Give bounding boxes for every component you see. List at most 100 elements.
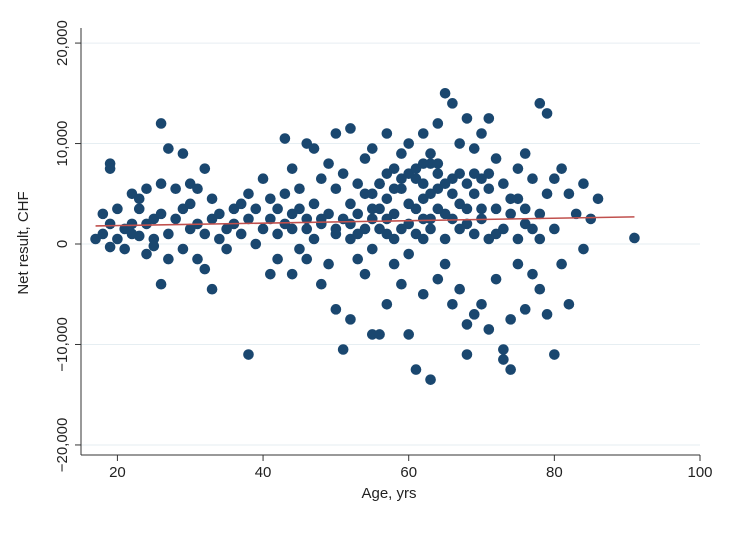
y-tick-label-0: −20,000: [54, 418, 71, 473]
data-point-160: [483, 113, 495, 124]
data-point-169: [505, 364, 516, 375]
data-point-65: [272, 228, 283, 240]
data-point-198: [629, 232, 640, 244]
data-point-195: [578, 243, 589, 255]
data-point-183: [541, 108, 553, 119]
data-point-138: [432, 118, 444, 129]
data-point-30: [170, 183, 181, 195]
data-point-127: [403, 248, 415, 260]
data-point-154: [468, 143, 480, 154]
data-point-28: [163, 253, 174, 265]
data-point-119: [388, 258, 400, 270]
data-point-230: [425, 188, 436, 200]
data-point-167: [498, 354, 509, 365]
data-point-224: [505, 193, 516, 205]
data-point-187: [549, 173, 560, 185]
data-point-67: [272, 203, 283, 215]
data-point-41: [199, 163, 211, 174]
x-axis-title: Age, yrs: [361, 485, 416, 502]
data-point-168: [498, 178, 509, 190]
data-point-114: [381, 128, 393, 139]
data-point-39: [192, 253, 203, 265]
data-point-248: [432, 158, 444, 169]
data-point-23: [155, 118, 167, 129]
data-point-58: [250, 238, 262, 250]
data-point-132: [417, 288, 429, 300]
data-point-144: [447, 98, 458, 109]
data-point-227: [527, 223, 538, 235]
data-point-22: [148, 240, 160, 252]
data-point-3: [104, 218, 116, 230]
data-point-122: [396, 278, 407, 290]
data-point-123: [396, 183, 407, 195]
data-point-207: [381, 213, 393, 225]
data-point-162: [483, 183, 495, 195]
data-point-71: [286, 268, 298, 280]
data-point-108: [366, 143, 378, 154]
data-point-222: [490, 203, 502, 215]
data-point-86: [323, 158, 334, 169]
data-point-90: [330, 304, 342, 315]
data-point-75: [294, 243, 305, 255]
data-point-125: [403, 138, 415, 149]
data-point-247: [425, 148, 436, 159]
data-point-105: [359, 188, 371, 200]
data-point-55: [243, 349, 254, 360]
x-tick-label-4: 100: [687, 464, 712, 481]
data-point-204: [352, 228, 364, 240]
x-tick-label-2: 60: [400, 464, 417, 481]
data-point-214: [432, 203, 444, 215]
data-point-40: [192, 183, 203, 195]
data-point-215: [439, 233, 451, 245]
data-point-174: [512, 193, 524, 205]
data-point-212: [417, 213, 429, 225]
data-point-246: [417, 158, 429, 169]
data-point-83: [316, 278, 327, 290]
data-point-72: [286, 163, 298, 174]
data-point-110: [366, 243, 378, 255]
data-point-208: [388, 233, 400, 245]
data-point-60: [257, 223, 269, 235]
data-point-14: [133, 230, 145, 242]
data-point-63: [265, 213, 276, 225]
data-point-34: [177, 243, 189, 255]
data-point-188: [549, 223, 560, 235]
data-point-59: [250, 203, 262, 215]
data-point-45: [206, 193, 218, 205]
data-point-111: [374, 329, 385, 340]
data-point-205: [366, 203, 378, 215]
data-point-87: [323, 258, 334, 270]
data-point-218: [461, 203, 473, 215]
data-point-91: [330, 183, 342, 195]
data-point-139: [432, 273, 444, 285]
data-point-56: [243, 188, 254, 200]
data-point-185: [541, 188, 553, 200]
data-point-93: [337, 344, 349, 355]
data-point-31: [170, 213, 181, 225]
data-point-166: [498, 344, 509, 355]
data-point-25: [155, 208, 167, 220]
data-point-197: [592, 193, 604, 205]
data-point-164: [490, 273, 502, 285]
y-axis-title: Net result, CHF: [15, 191, 32, 294]
data-point-19: [141, 183, 152, 195]
data-point-199: [286, 208, 298, 220]
data-point-239: [366, 188, 378, 200]
y-tick-label-2: 0: [54, 240, 71, 248]
data-point-209: [396, 223, 407, 235]
data-point-228: [534, 233, 546, 245]
data-point-156: [468, 188, 480, 200]
data-point-193: [570, 208, 582, 220]
data-point-176: [519, 304, 531, 315]
data-point-116: [381, 193, 393, 205]
data-point-44: [206, 283, 218, 295]
data-point-178: [527, 173, 538, 185]
data-point-221: [483, 233, 495, 245]
data-point-76: [294, 183, 305, 195]
fit-line: [95, 216, 635, 227]
y-tick-label-3: 10,000: [54, 121, 71, 167]
y-tick-label-1: −10,000: [54, 317, 71, 372]
data-point-24: [155, 278, 167, 290]
